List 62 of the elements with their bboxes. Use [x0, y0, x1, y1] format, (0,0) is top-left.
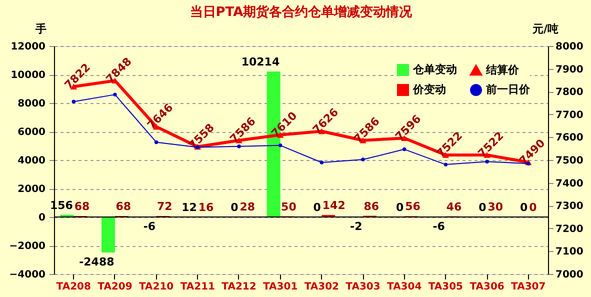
data-label: 56	[405, 200, 421, 214]
data-label: 12	[182, 200, 197, 214]
data-label: 46	[446, 200, 462, 214]
x-tick-label: TA212	[222, 282, 256, 292]
legend-label: 结算价	[485, 63, 520, 76]
data-label: 0	[520, 201, 528, 214]
data-label: -6	[432, 220, 446, 234]
y2-tick-label: 7800	[556, 87, 584, 98]
x-tick-label: TA301	[262, 282, 298, 292]
y-tick-label: −2000	[9, 241, 46, 252]
legend-label: 前一日价	[485, 83, 531, 96]
x-tick-label: TA210	[138, 282, 174, 292]
x-tick-label: TA307	[511, 282, 546, 292]
y2-tick-label: 7600	[556, 132, 584, 144]
data-label: 0	[230, 201, 239, 214]
y2-tick-label: 7900	[556, 64, 584, 76]
y-tick-label: −4000	[9, 270, 46, 280]
y-tick-label: 8000	[18, 98, 46, 110]
data-label: 142	[322, 198, 346, 212]
x-tick-label: TA208	[56, 282, 91, 292]
x-tick-label: TA302	[304, 282, 340, 292]
data-label: 28	[240, 200, 256, 214]
y2-tick-label: 7000	[556, 270, 584, 280]
data-label: 86	[364, 200, 380, 213]
data-label: 10214	[241, 55, 280, 68]
data-label: 0	[313, 201, 322, 214]
data-label: 68	[74, 200, 90, 214]
x-tick-label: TA211	[180, 282, 216, 292]
y2-tick-label: 7300	[556, 201, 584, 212]
chart-title: 当日PTA期货各合约仓单增减变动情况	[190, 4, 414, 20]
data-label: 72	[157, 200, 172, 213]
legend-label: 价变动	[412, 83, 446, 96]
y-tick-label: 6000	[18, 127, 46, 138]
y2-tick-label: 7200	[556, 224, 584, 235]
y2-axis-title: 元/吨	[531, 22, 558, 36]
data-label: -6	[143, 220, 156, 234]
y-tick-label: 10000	[10, 70, 46, 81]
x-tick-label: TA303	[346, 282, 380, 292]
x-tick-label: TA209	[98, 282, 132, 292]
y-tick-label: 4000	[18, 156, 46, 166]
y2-tick-label: 7100	[556, 246, 584, 258]
y2-tick-label: 7400	[556, 178, 584, 190]
x-tick-label: TA304	[387, 282, 422, 292]
x-tick-label: TA305	[428, 282, 464, 292]
y-tick-label: 12000	[10, 42, 46, 52]
data-label: 0	[529, 201, 538, 214]
data-label: 50	[281, 200, 297, 214]
y-axis-title: 手	[34, 22, 46, 36]
y2-tick-label: 8000	[556, 42, 584, 52]
data-label: 16	[198, 200, 214, 214]
x-tick-label: TA306	[470, 282, 504, 292]
data-label: -2488	[79, 255, 114, 268]
legend-label: 仓单变动	[412, 63, 457, 76]
data-label: -2	[350, 220, 362, 234]
y2-tick-label: 7500	[556, 156, 584, 166]
data-label: 68	[116, 200, 132, 214]
data-label: 0	[478, 201, 487, 214]
y-tick-label: 2000	[18, 184, 46, 195]
y-tick-label: 0	[38, 212, 46, 224]
y2-tick-label: 7700	[556, 110, 584, 121]
data-label: 30	[488, 200, 504, 214]
data-label: 0	[396, 201, 404, 214]
